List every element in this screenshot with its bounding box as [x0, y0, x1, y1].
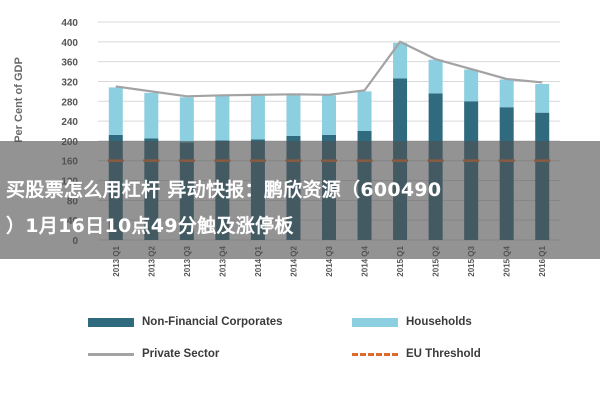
x-axis-ticks: 2013 Q1 2013 Q2 2013 Q3 2013 Q4 2014 Q1 2014 … — [112, 245, 547, 276]
legend-swatch — [352, 317, 398, 327]
legend-label: Households — [406, 316, 472, 328]
bar-households — [179, 97, 194, 143]
legend-item-households: Households — [352, 316, 472, 328]
legend-label: Non-Financial Corporates — [142, 316, 283, 328]
y-tick-label: 320 — [61, 77, 78, 88]
bar-households — [535, 83, 550, 113]
headline-line-1[interactable]: 买股票怎么用杠杆 异动快报：鹏欣资源（600490 — [6, 179, 442, 201]
line-private-sector — [115, 40, 543, 98]
headline-line-2[interactable]: ）1月16日10点49分触及涨停板 — [6, 215, 294, 237]
y-tick-label: 240 — [61, 117, 78, 128]
x-tick-label: 2014 Q3 — [325, 245, 334, 276]
x-tick-label: 2015 Q4 — [503, 245, 512, 276]
x-tick-label: 2016 Q1 — [538, 245, 547, 276]
headline-banner[interactable] — [0, 141, 600, 259]
bar-households — [464, 69, 479, 102]
legend-item-nonfinancial: Non-Financial Corporates — [88, 316, 283, 328]
x-tick-label: 2013 Q2 — [147, 245, 156, 276]
y-axis-label: Per Cent of GDP — [13, 57, 25, 143]
legend-item-eu-threshold: EU Threshold — [352, 348, 481, 360]
bar-households — [144, 92, 159, 139]
chart-legend: Non-Financial Corporates Households Priv… — [0, 300, 600, 390]
headline-text[interactable]: 买股票怎么用杠杆 异动快报：鹏欣资源（600490 ）1月16日10点49分触及… — [6, 172, 596, 244]
bar-households — [393, 42, 408, 79]
bar-households — [357, 91, 372, 131]
x-tick-label: 2014 Q1 — [254, 245, 263, 276]
y-tick-label: 360 — [61, 58, 78, 69]
bar-households — [250, 95, 265, 140]
legend-swatch — [352, 352, 398, 356]
legend-label: Private Sector — [142, 348, 220, 360]
legend-swatch — [88, 317, 134, 327]
y-tick-label: 440 — [61, 18, 78, 29]
x-tick-label: 2013 Q4 — [218, 245, 227, 276]
x-tick-label: 2013 Q1 — [112, 245, 121, 276]
x-tick-label: 2015 Q1 — [396, 245, 405, 276]
y-tick-label: 400 — [61, 38, 78, 49]
x-tick-label: 2015 Q3 — [467, 245, 476, 276]
legend-item-private-sector: Private Sector — [88, 348, 219, 360]
bar-households — [322, 95, 336, 135]
bar-households — [286, 94, 301, 136]
x-tick-label: 2014 Q4 — [361, 245, 370, 276]
legend-swatch — [88, 352, 134, 356]
bar-households — [215, 95, 230, 141]
x-tick-label: 2015 Q2 — [432, 245, 441, 276]
bar-households — [499, 79, 514, 108]
bar-households — [428, 59, 443, 94]
x-tick-label: 2014 Q2 — [289, 245, 298, 276]
legend-label: EU Threshold — [406, 348, 481, 360]
bar-households — [108, 87, 123, 135]
x-tick-label: 2013 Q3 — [183, 245, 192, 276]
y-tick-label: 280 — [61, 97, 78, 108]
